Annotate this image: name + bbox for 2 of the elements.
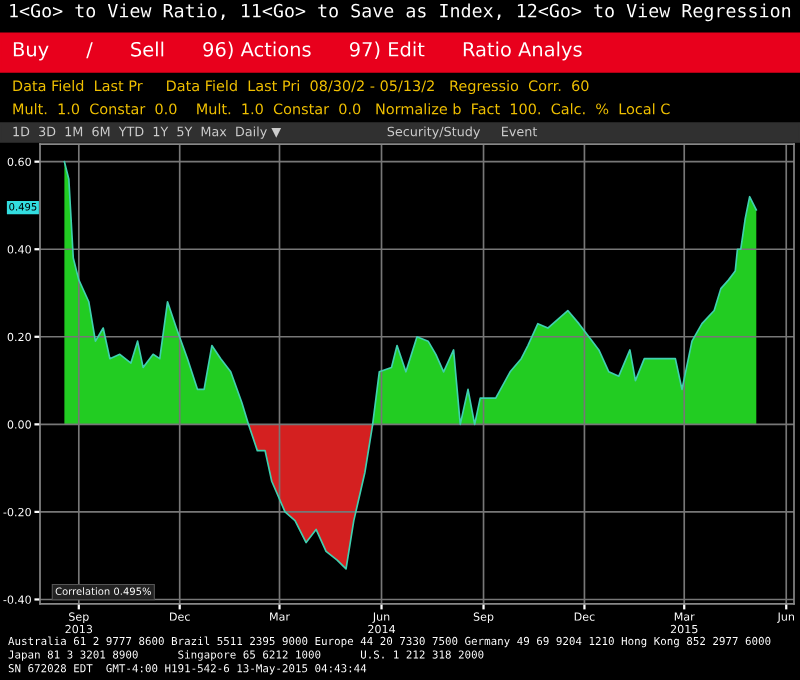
chart-title: 1<Go> to View Ratio, 11<Go> to Save as Index, 12<Go> to View Regression (10, 3, 791, 22)
text: Buy / Sell 96) Actions 97) Edit Ratio Analys (13, 41, 582, 61)
